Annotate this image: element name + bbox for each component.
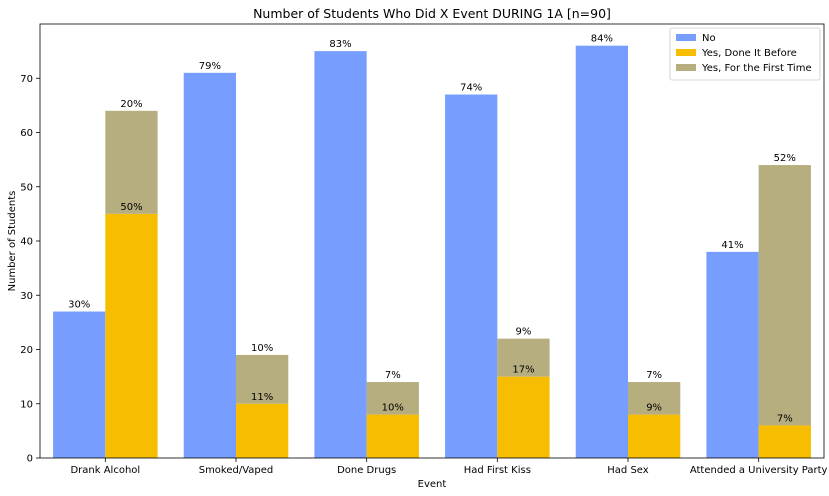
bar-no-2 [314, 51, 367, 458]
data-labels-group: 30% 50% 20% 79% 11% 10% 83% 10% 7% 74% 17% 9% 84% 9% 7… [68, 34, 796, 425]
data-label-no-2: 83% [329, 39, 351, 50]
y-tick-label-7: 70 [20, 74, 33, 85]
legend-swatch-1 [676, 49, 696, 56]
data-label-no-3: 74% [460, 83, 482, 94]
data-label-done-before-1: 11% [251, 392, 273, 403]
bar-no-3 [445, 94, 498, 459]
bar-no-0 [53, 311, 106, 458]
bar-done-before-0 [105, 213, 158, 458]
x-axis: Drank Alcohol Smoked/Vaped Done Drugs Had F… [70, 458, 828, 476]
legend-swatch-2 [676, 64, 696, 71]
bar-first-time-3 [497, 338, 550, 377]
data-label-first-time-2: 7% [385, 370, 401, 381]
bar-first-time-1 [236, 354, 289, 404]
y-tick-label-2: 20 [20, 345, 33, 356]
data-label-no-4: 84% [591, 34, 613, 45]
data-label-no-5: 41% [721, 240, 743, 251]
bars-group [53, 45, 811, 459]
y-tick-label-4: 40 [20, 237, 33, 248]
bar-first-time-2 [366, 382, 419, 415]
bar-done-before-5 [758, 425, 811, 458]
legend-swatch-0 [676, 34, 696, 41]
data-label-no-0: 30% [68, 300, 90, 311]
x-tick-label-0: Drank Alcohol [70, 465, 140, 476]
chart-title: Number of Students Who Did X Event DURIN… [253, 6, 611, 21]
legend: No Yes, Done It Before Yes, For the First … [669, 27, 821, 81]
legend-label-1: Yes, Done It Before [701, 48, 797, 59]
x-tick-label-3: Had First Kiss [464, 465, 531, 476]
x-tick-label-1: Smoked/Vaped [199, 465, 274, 476]
y-tick-label-5: 50 [20, 182, 33, 193]
y-axis-label: Number of Students [7, 191, 18, 292]
legend-label-2: Yes, For the First Time [701, 63, 812, 74]
data-label-done-before-0: 50% [120, 202, 142, 213]
bar-no-1 [183, 72, 236, 458]
bar-first-time-4 [628, 382, 681, 415]
y-axis: 0 10 20 30 40 50 60 70 [20, 23, 825, 465]
data-label-done-before-2: 10% [382, 403, 404, 414]
bar-done-before-3 [497, 376, 550, 458]
bar-first-time-5 [758, 165, 811, 426]
data-label-done-before-3: 17% [512, 365, 534, 376]
data-label-first-time-0: 20% [120, 99, 142, 110]
data-label-no-1: 79% [199, 61, 221, 72]
plot-frame [39, 23, 825, 459]
y-tick-label-1: 10 [20, 399, 33, 410]
data-label-done-before-4: 9% [646, 403, 662, 414]
legend-box [669, 27, 821, 81]
data-label-first-time-1: 10% [251, 343, 273, 354]
legend-label-0: No [702, 33, 716, 44]
bar-no-5 [706, 251, 759, 458]
x-tick-label-2: Done Drugs [337, 465, 396, 476]
y-tick-label-3: 30 [20, 291, 33, 302]
data-label-first-time-4: 7% [646, 370, 662, 381]
bar-no-4 [575, 45, 628, 458]
y-tick-label-0: 0 [27, 454, 33, 465]
bar-done-before-2 [366, 414, 419, 458]
data-label-done-before-5: 7% [777, 413, 793, 424]
x-tick-label-4: Had Sex [607, 465, 648, 476]
data-label-first-time-5: 52% [774, 153, 796, 164]
x-tick-label-5: Attended a University Party [690, 465, 828, 476]
y-tick-label-6: 60 [20, 128, 33, 139]
bar-done-before-4 [628, 414, 681, 458]
bar-done-before-1 [236, 403, 289, 458]
bar-first-time-0 [105, 110, 158, 214]
x-axis-label: Event [418, 479, 447, 490]
data-label-first-time-3: 9% [516, 327, 532, 338]
